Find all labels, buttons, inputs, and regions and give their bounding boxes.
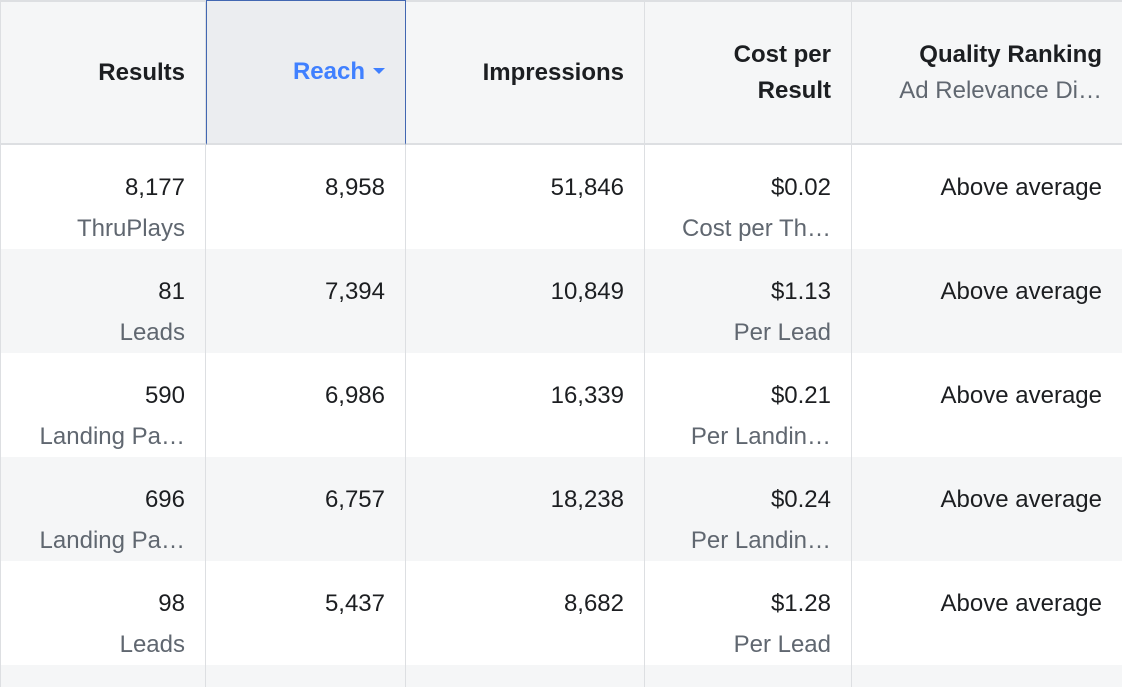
quality-value: Above average xyxy=(940,278,1102,305)
table-cell-cost: $0.21 Per Landin… xyxy=(645,353,852,457)
table-cell-cost: $1.28 Per Lead xyxy=(645,561,852,665)
table-cell-quality: Above average xyxy=(852,457,1122,561)
cost-value: $0.21 xyxy=(770,382,831,409)
table-cell-cost: $0.02 Cost per Th… xyxy=(645,145,852,249)
table-cell-cost: $1.13 Per Lead xyxy=(645,249,852,353)
quality-value: Above average xyxy=(940,174,1102,201)
column-header-label-line2: Result xyxy=(757,76,831,104)
quality-value: Above average xyxy=(940,590,1102,617)
column-header-label: Quality Ranking xyxy=(919,40,1102,68)
column-header-label-line1: Cost per xyxy=(733,40,831,68)
reach-value: 6,986 xyxy=(324,382,385,409)
column-header-impressions[interactable]: Impressions xyxy=(406,0,645,145)
column-header-label: Results xyxy=(98,58,185,86)
impressions-value: 51,846 xyxy=(550,174,624,201)
table-row-partial xyxy=(852,665,1122,687)
table-cell-reach: 6,757 xyxy=(206,457,406,561)
column-header-cost-per-result[interactable]: Cost per Result xyxy=(645,0,852,145)
table-cell-impressions: 16,339 xyxy=(406,353,645,457)
table-cell-results: 590 Landing Pa… xyxy=(0,353,206,457)
results-value: 81 xyxy=(158,278,185,305)
cost-type: Per Lead xyxy=(733,631,831,658)
results-value: 98 xyxy=(158,590,185,617)
table-row-partial xyxy=(406,665,645,687)
quality-value: Above average xyxy=(940,382,1102,409)
impressions-value: 10,849 xyxy=(550,278,624,305)
results-type: Landing Pa… xyxy=(39,527,185,554)
reach-value: 8,958 xyxy=(324,174,385,201)
cost-type: Per Landin… xyxy=(690,423,831,450)
reach-value: 6,757 xyxy=(324,486,385,513)
table-row-partial xyxy=(645,665,852,687)
table-cell-quality: Above average xyxy=(852,249,1122,353)
reach-value: 7,394 xyxy=(324,278,385,305)
table-cell-reach: 8,958 xyxy=(206,145,406,249)
column-header-results[interactable]: Results xyxy=(0,0,206,145)
column-header-quality-ranking[interactable]: Quality Ranking Ad Relevance Di… xyxy=(852,0,1122,145)
results-value: 8,177 xyxy=(124,174,185,201)
impressions-value: 18,238 xyxy=(550,486,624,513)
column-header-reach[interactable]: Reach xyxy=(206,0,406,145)
table-cell-cost: $0.24 Per Landin… xyxy=(645,457,852,561)
column-header-label: Impressions xyxy=(482,58,624,86)
cost-type: Per Lead xyxy=(733,319,831,346)
cost-type: Cost per Th… xyxy=(682,215,831,242)
results-type: ThruPlays xyxy=(76,215,185,242)
table-cell-quality: Above average xyxy=(852,145,1122,249)
quality-value: Above average xyxy=(940,486,1102,513)
table-cell-results: 81 Leads xyxy=(0,249,206,353)
column-header-label: Reach xyxy=(292,58,365,85)
table-cell-quality: Above average xyxy=(852,353,1122,457)
cost-value: $1.28 xyxy=(770,590,831,617)
cost-value: $0.02 xyxy=(770,174,831,201)
table-cell-impressions: 10,849 xyxy=(406,249,645,353)
table-cell-reach: 5,437 xyxy=(206,561,406,665)
cost-value: $1.13 xyxy=(770,278,831,305)
impressions-value: 16,339 xyxy=(550,382,624,409)
table-cell-impressions: 8,682 xyxy=(406,561,645,665)
table-cell-impressions: 51,846 xyxy=(406,145,645,249)
table-cell-reach: 6,986 xyxy=(206,353,406,457)
table-cell-results: 696 Landing Pa… xyxy=(0,457,206,561)
cost-type: Per Landin… xyxy=(690,527,831,554)
reach-value: 5,437 xyxy=(324,590,385,617)
cost-value: $0.24 xyxy=(770,486,831,513)
table-cell-quality: Above average xyxy=(852,561,1122,665)
impressions-value: 8,682 xyxy=(563,590,624,617)
column-header-sublabel: Ad Relevance Di… xyxy=(899,76,1102,104)
results-value: 696 xyxy=(144,486,185,513)
table-cell-reach: 7,394 xyxy=(206,249,406,353)
table-cell-results: 98 Leads xyxy=(0,561,206,665)
table-cell-impressions: 18,238 xyxy=(406,457,645,561)
results-type: Leads xyxy=(119,631,185,658)
table-cell-results: 8,177 ThruPlays xyxy=(0,145,206,249)
table-row-partial xyxy=(0,665,206,687)
table-row-partial xyxy=(206,665,406,687)
results-type: Landing Pa… xyxy=(39,423,185,450)
sort-descending-icon xyxy=(373,67,385,74)
results-type: Leads xyxy=(119,319,185,346)
results-value: 590 xyxy=(144,382,185,409)
